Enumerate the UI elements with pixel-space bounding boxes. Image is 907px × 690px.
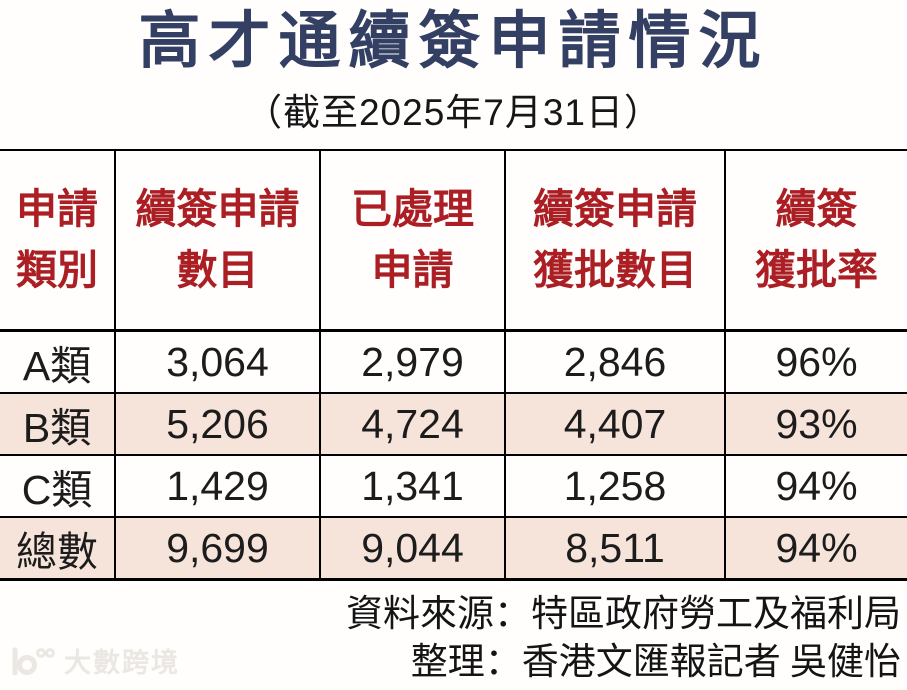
cell-approval-rate: 96% (725, 330, 907, 395)
dashu-kuajing-logo-icon (10, 646, 56, 676)
cell-renewal-applications: 5,206 (115, 393, 321, 457)
cell-processed-applications: 9,044 (320, 517, 506, 582)
table-row: A類 3,064 2,979 2,846 96% (0, 330, 907, 395)
cell-processed-applications: 1,341 (320, 455, 506, 519)
source-note: 資料來源：特區政府勞工及福利局 (346, 594, 901, 636)
credit-note: 整理：香港文匯報記者 吳健怡 (410, 642, 901, 684)
column-header-approval-rate: 續簽 獲批率 (725, 150, 907, 333)
cell-approval-rate: 94% (725, 455, 907, 519)
cell-renewal-applications: 3,064 (115, 330, 321, 395)
cell-processed-applications: 4,724 (320, 393, 506, 457)
column-header-approved-applications: 續簽申請 獲批數目 (505, 150, 726, 333)
row-category: A類 (0, 330, 116, 395)
page-title: 高才通續簽申請情況 (138, 7, 769, 76)
table-header-row: 申請 類別 續簽申請 數目 已處理 申請 續簽申請 獲批數目 續簽 獲批率 (0, 150, 907, 333)
table-row: B類 5,206 4,724 4,407 93% (0, 393, 907, 457)
cell-renewal-applications: 9,699 (115, 517, 321, 582)
row-category: 總數 (0, 517, 116, 582)
column-header-processed-applications: 已處理 申請 (320, 150, 506, 333)
page-subtitle: （截至2025年7月31日） (244, 92, 663, 134)
column-header-renewal-applications: 續簽申請 數目 (115, 150, 321, 333)
table-row-total: 總數 9,699 9,044 8,511 94% (0, 517, 907, 582)
row-category: B類 (0, 393, 116, 457)
cell-processed-applications: 2,979 (320, 330, 506, 395)
cell-approval-rate: 94% (725, 517, 907, 582)
cell-renewal-applications: 1,429 (115, 455, 321, 519)
column-header-category: 申請 類別 (0, 150, 116, 333)
watermark-text: 大數跨境 (64, 648, 180, 678)
cell-approval-rate: 93% (725, 393, 907, 457)
cell-approved-applications: 4,407 (505, 393, 726, 457)
watermark: 大數跨境 (10, 641, 180, 680)
cell-approved-applications: 1,258 (505, 455, 726, 519)
footer: 資料來源：特區政府勞工及福利局 整理：香港文匯報記者 吳健怡 (0, 591, 907, 687)
table-row: C類 1,429 1,341 1,258 94% (0, 455, 907, 519)
renewal-stats-table: 申請 類別 續簽申請 數目 已處理 申請 續簽申請 獲批數目 續簽 獲批率 A類… (0, 149, 907, 582)
cell-approved-applications: 2,846 (505, 330, 726, 395)
cell-approved-applications: 8,511 (505, 517, 726, 582)
row-category: C類 (0, 455, 116, 519)
